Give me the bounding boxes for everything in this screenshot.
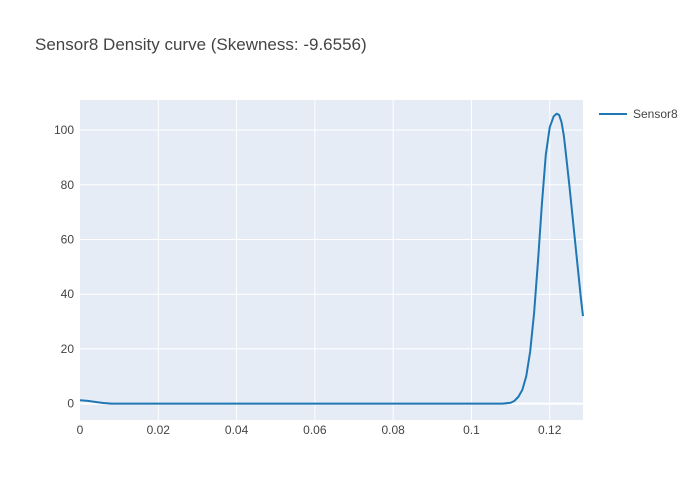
y-axis: 0 20 40 60 80 100 <box>54 123 74 411</box>
legend-label-sensor8: Sensor8 <box>633 107 678 121</box>
series-layer <box>79 112 584 405</box>
x-tick-label: 0.12 <box>538 423 562 437</box>
y-tick-label: 100 <box>54 123 74 137</box>
x-tick-label: 0.02 <box>147 423 171 437</box>
y-tick-label: 0 <box>67 397 74 411</box>
y-tick-label: 20 <box>61 342 75 356</box>
x-tick-label: 0.08 <box>381 423 405 437</box>
y-tick-label: 40 <box>61 287 75 301</box>
chart-title: Sensor8 Density curve (Skewness: -9.6556… <box>35 35 367 54</box>
legend[interactable]: Sensor8 <box>599 107 678 121</box>
x-axis: 0 0.02 0.04 0.06 0.08 0.1 0.12 <box>77 423 562 437</box>
series-line-sensor8 <box>79 112 584 405</box>
y-tick-label: 60 <box>61 232 75 246</box>
x-tick-label: 0 <box>77 423 84 437</box>
x-tick-label: 0.1 <box>463 423 480 437</box>
x-tick-label: 0.06 <box>303 423 327 437</box>
x-tick-label: 0.04 <box>225 423 249 437</box>
y-tick-label: 80 <box>61 178 75 192</box>
plot-area <box>80 100 583 420</box>
